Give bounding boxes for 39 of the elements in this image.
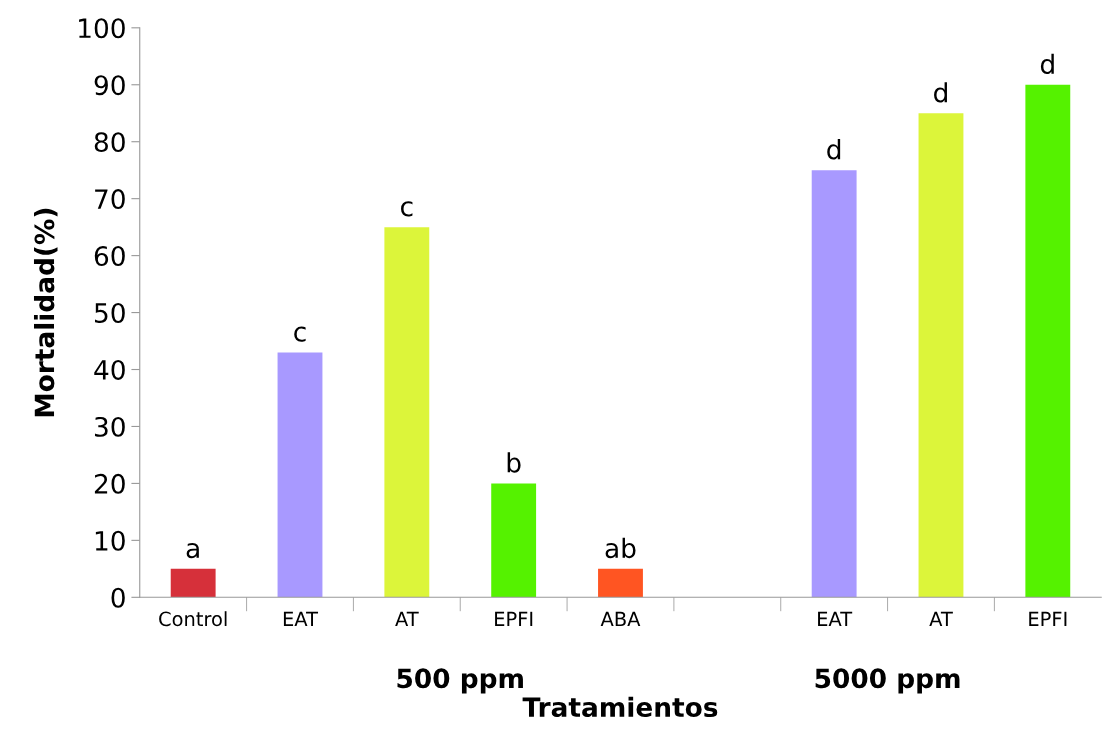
y-axis-title: Mortalidad(%) xyxy=(33,208,58,417)
data-label: d xyxy=(934,82,947,103)
data-label: a xyxy=(186,543,199,559)
x-tick-label: EPFI xyxy=(1029,611,1067,626)
x-tick-label: ABA xyxy=(600,611,641,626)
data-label: d xyxy=(827,139,841,160)
text: 500 ppm xyxy=(397,668,523,694)
x-tick-label: EAT xyxy=(818,611,853,626)
y-tick-label: 50 xyxy=(95,303,125,323)
data-label: c xyxy=(294,326,306,342)
x-axis-title: Tratamientos xyxy=(522,696,718,718)
bar xyxy=(918,113,964,598)
y-tick-label: 60 xyxy=(94,246,125,267)
x-tick-label: AT xyxy=(395,611,419,626)
bar xyxy=(811,170,857,598)
data-label: c xyxy=(401,201,413,217)
x-tick-label: EAT xyxy=(283,611,319,626)
bar xyxy=(491,483,537,598)
bar xyxy=(170,568,216,598)
y-tick-label: 30 xyxy=(94,416,125,437)
data-label: ab xyxy=(605,537,636,559)
bar xyxy=(277,352,323,598)
x-tick-label: AT xyxy=(929,611,953,626)
y-tick-label: 40 xyxy=(94,359,125,380)
y-tick-label: 0 xyxy=(111,587,125,608)
y-tick-label: 100 xyxy=(79,18,125,39)
y-tick-label: 20 xyxy=(94,473,125,494)
y-tick-label: 70 xyxy=(95,189,125,210)
bar xyxy=(1025,84,1071,598)
data-label: b xyxy=(507,452,521,473)
data-label: d xyxy=(1040,53,1054,75)
y-tick-label: 90 xyxy=(94,75,125,96)
x-tick-label: EPFI xyxy=(495,611,533,626)
bar xyxy=(384,227,430,598)
y-tick-label: 80 xyxy=(94,132,125,153)
bar xyxy=(598,568,643,598)
x-tick-label: Control xyxy=(159,611,227,627)
y-tick-label: 10 xyxy=(95,530,125,551)
text: 5000 ppm xyxy=(815,668,960,694)
